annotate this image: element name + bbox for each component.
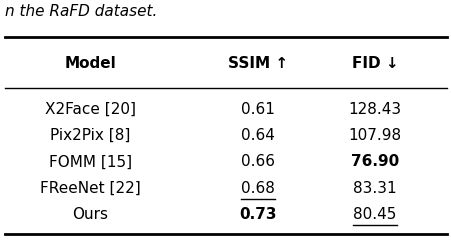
Text: SSIM ↑: SSIM ↑ [227, 56, 287, 71]
Text: 83.31: 83.31 [353, 181, 396, 196]
Text: 0.73: 0.73 [239, 207, 276, 222]
Text: 0.64: 0.64 [240, 128, 274, 143]
Text: 107.98: 107.98 [348, 128, 401, 143]
Text: FReeNet [22]: FReeNet [22] [40, 181, 140, 196]
Text: FID ↓: FID ↓ [351, 56, 398, 71]
Text: Model: Model [64, 56, 116, 71]
Text: Pix2Pix [8]: Pix2Pix [8] [50, 128, 130, 143]
Text: 0.61: 0.61 [240, 102, 274, 117]
Text: Ours: Ours [72, 207, 108, 222]
Text: 128.43: 128.43 [348, 102, 401, 117]
Text: FOMM [15]: FOMM [15] [49, 155, 132, 169]
Text: X2Face [20]: X2Face [20] [45, 102, 136, 117]
Text: n the RaFD dataset.: n the RaFD dataset. [5, 4, 156, 19]
Text: 76.90: 76.90 [350, 155, 398, 169]
Text: 0.68: 0.68 [240, 181, 274, 196]
Text: 0.66: 0.66 [240, 155, 274, 169]
Text: 80.45: 80.45 [353, 207, 396, 222]
